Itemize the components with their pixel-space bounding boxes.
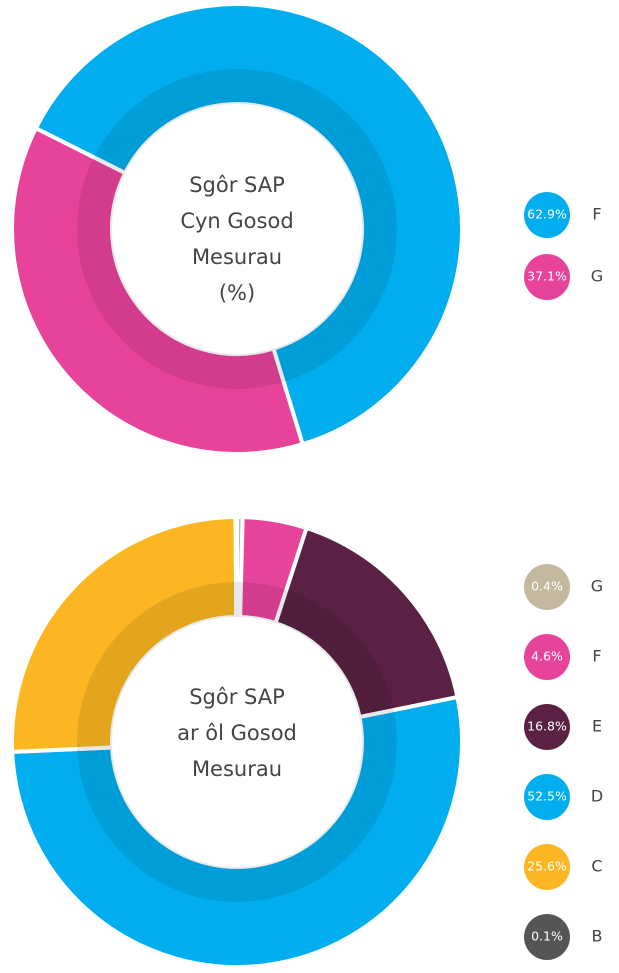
legend-value: 0.1% xyxy=(531,929,563,944)
legend-label: F xyxy=(592,647,601,666)
donut-slice xyxy=(33,2,464,447)
legend-swatch xyxy=(524,254,570,300)
legend-swatch xyxy=(524,192,570,238)
legend-label: G xyxy=(591,267,603,286)
legend-value: 16.8% xyxy=(527,719,567,734)
legend-label: F xyxy=(592,205,601,224)
donut-slice xyxy=(10,694,464,969)
legend-label: E xyxy=(592,717,602,736)
center-title: Sgôr SAP xyxy=(189,173,285,197)
legend-swatch xyxy=(524,914,570,960)
inner-shadow xyxy=(77,69,397,389)
donut-slice xyxy=(233,514,239,620)
donut-slice xyxy=(10,125,306,456)
legend-value: 25.6% xyxy=(527,859,567,874)
donut-slice xyxy=(273,525,460,720)
inner-shadow xyxy=(77,582,397,902)
legend-value: 0.4% xyxy=(531,579,563,594)
legend-label: C xyxy=(591,857,602,876)
legend-value: 62.9% xyxy=(527,207,567,222)
legend-swatch xyxy=(524,774,570,820)
legend-value: 4.6% xyxy=(531,649,563,664)
center-title: Mesurau xyxy=(192,757,282,781)
legend-label: G xyxy=(591,577,603,596)
center-title: Cyn Gosod xyxy=(180,209,293,233)
center-title: Sgôr SAP xyxy=(189,685,285,709)
legend-label: D xyxy=(591,787,603,806)
center-title: (%) xyxy=(219,281,255,305)
donut-slice xyxy=(10,514,239,754)
center-title: Mesurau xyxy=(192,245,282,269)
legend-swatch xyxy=(524,564,570,610)
legend-swatch xyxy=(524,844,570,890)
legend-value: 37.1% xyxy=(527,269,567,284)
center-title: ar ôl Gosod xyxy=(177,721,297,745)
legend-swatch xyxy=(524,704,570,750)
legend-value: 52.5% xyxy=(527,789,567,804)
legend-swatch xyxy=(524,634,570,680)
legend-label: B xyxy=(592,927,603,946)
